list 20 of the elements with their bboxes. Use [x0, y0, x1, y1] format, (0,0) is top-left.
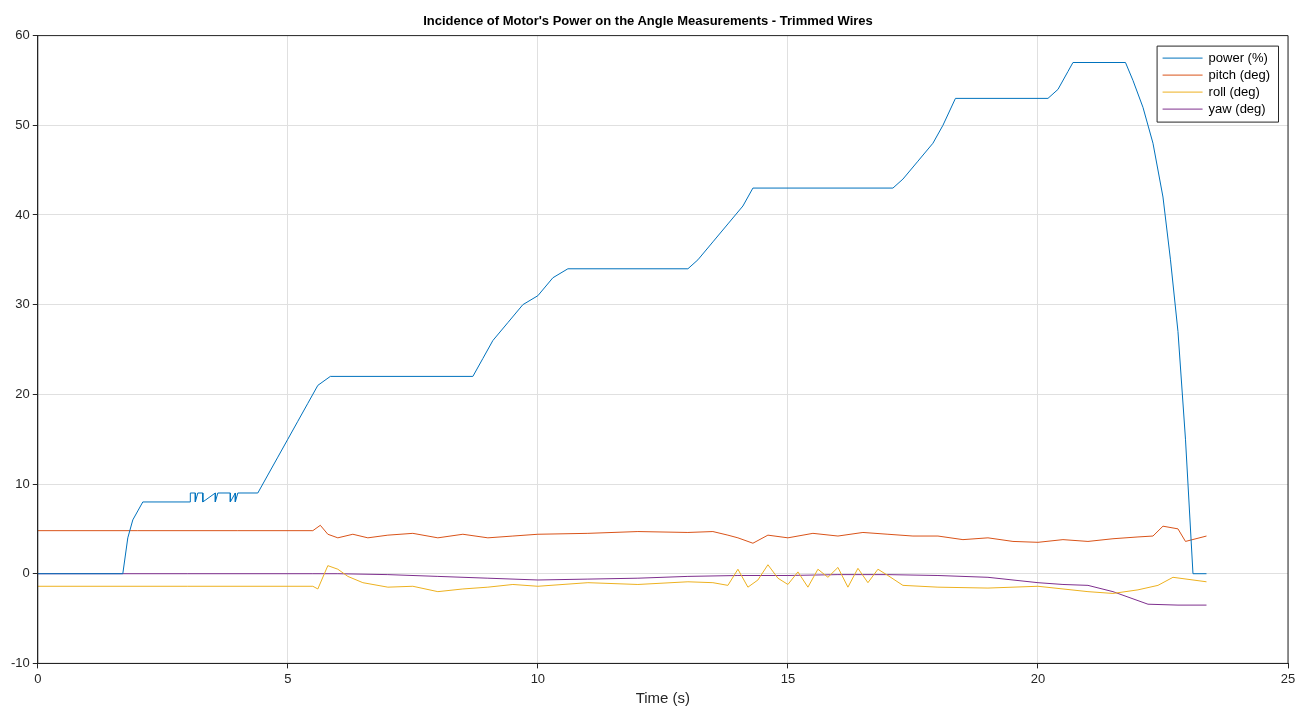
legend-label: yaw (deg) [1208, 100, 1266, 116]
x-tick-label: 25 [1280, 670, 1296, 686]
x-tick-label: 10 [530, 670, 546, 686]
legend-label: roll (deg) [1208, 83, 1260, 99]
y-tick-label: 40 [15, 206, 30, 222]
y-tick-label: 50 [15, 116, 30, 132]
x-axis-title: Time (s) [635, 689, 691, 707]
y-tick-label: 0 [22, 565, 30, 581]
y-tick-label: -10 [10, 654, 30, 670]
y-tick-label: 20 [15, 385, 30, 401]
y-tick-label: 10 [15, 475, 30, 491]
x-tick-label: 15 [780, 670, 796, 686]
legend-label: power (%) [1208, 49, 1268, 65]
x-tick-label: 5 [284, 670, 292, 686]
y-tick-label: 60 [15, 27, 30, 43]
x-tick-label: 20 [1030, 670, 1046, 686]
legend-label: pitch (deg) [1208, 66, 1270, 82]
y-tick-label: 30 [15, 296, 30, 312]
chart-title: Incidence of Motor's Power on the Angle Measurements - Trimmed Wires [423, 13, 873, 29]
x-tick-label: 0 [34, 670, 42, 686]
